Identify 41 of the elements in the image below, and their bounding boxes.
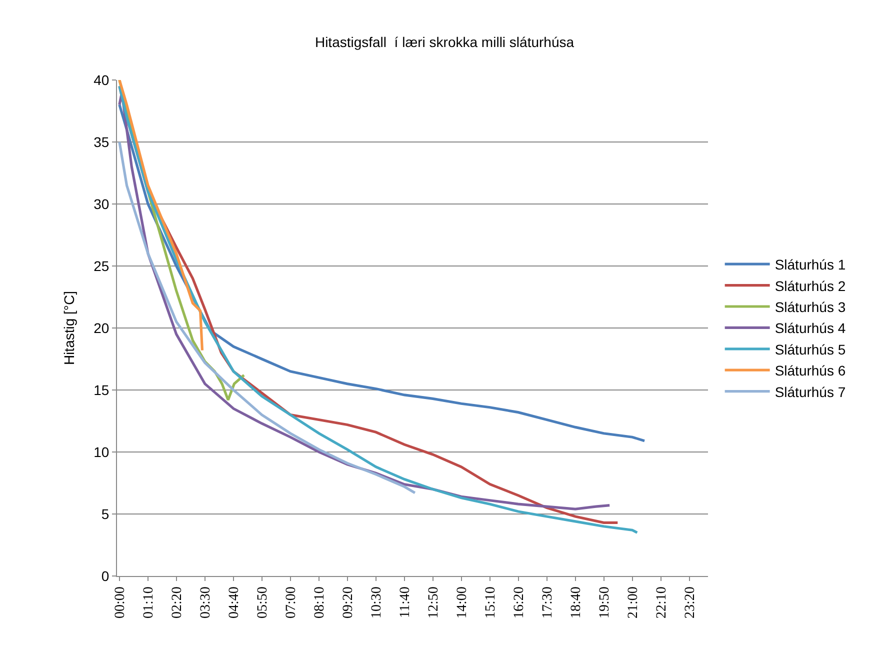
x-tick-label: 19:50 [597, 586, 612, 618]
legend-label: Sláturhús 7 [774, 384, 846, 400]
chart-title: Hitastigsfall í læri skrokka milli sláturhúsa [314, 34, 574, 50]
x-tick-label: 01:10 [141, 586, 156, 618]
x-tick-label: 16:20 [512, 586, 527, 618]
x-tick-label: 15:10 [483, 586, 498, 618]
x-tick-label: 09:20 [340, 586, 356, 618]
x-tick-label: 08:10 [312, 586, 328, 618]
x-tick-label: 05:50 [255, 586, 270, 618]
x-tick-label: 02:20 [170, 586, 185, 618]
x-tick-label: 03:30 [198, 586, 214, 618]
y-tick-label: 35 [94, 134, 110, 150]
y-tick-label: 0 [101, 568, 110, 584]
y-tick-label: 20 [94, 320, 110, 336]
x-tick-label: 07:00 [284, 586, 299, 618]
x-tick-label: 14:00 [454, 586, 470, 618]
x-tick-label: 11:40 [398, 586, 413, 618]
y-tick-label: 25 [94, 258, 110, 274]
legend-label: Sláturhús 1 [774, 256, 846, 273]
x-tick-label: 23:20 [682, 586, 698, 618]
x-tick-label: 04:40 [226, 586, 242, 618]
x-tick-label: 00:00 [112, 586, 128, 618]
y-tick-label: 5 [101, 506, 110, 522]
legend-label: Sláturhús 4 [774, 320, 846, 336]
line-series [118, 140, 416, 494]
y-tick-label: 10 [94, 444, 110, 460]
line-series [118, 80, 204, 352]
x-tick-label: 21:00 [626, 586, 641, 618]
legend-label: Sláturhús 5 [774, 341, 846, 358]
legend-label: Sláturhús 3 [774, 298, 846, 315]
x-tick-label: 12:50 [426, 586, 442, 618]
y-tick-label: 15 [94, 382, 110, 398]
y-tick-label: 40 [94, 72, 110, 88]
legend-label: Sláturhús 2 [774, 278, 846, 294]
x-tick-label: 10:30 [369, 586, 384, 618]
x-tick-label: 17:30 [540, 586, 556, 618]
y-axis-title: Hitastig [°C] [61, 290, 78, 366]
x-tick-label: 18:40 [568, 586, 584, 618]
y-tick-label: 30 [94, 196, 110, 212]
x-tick-label: 22:10 [654, 586, 670, 618]
legend-label: Sláturhús 6 [774, 362, 846, 379]
